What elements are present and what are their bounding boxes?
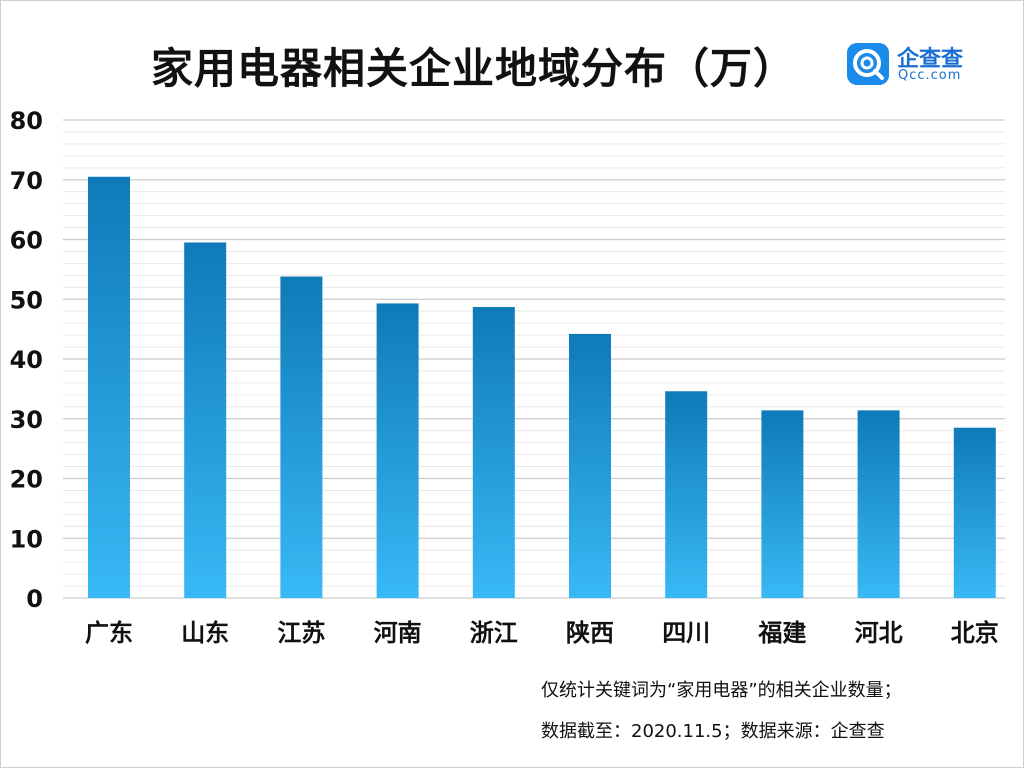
y-tick-label: 60 — [10, 227, 43, 255]
footnote-source: 数据截至：2020.11.5；数据来源：企查查 — [541, 721, 885, 742]
logo-domain: Qcc.com — [898, 68, 962, 83]
y-tick-label: 20 — [10, 466, 43, 494]
y-tick-label: 50 — [10, 286, 43, 314]
logo-name: 企查查 — [897, 47, 964, 72]
x-tick-label: 陕西 — [566, 619, 614, 647]
y-tick-label: 10 — [10, 525, 43, 553]
x-tick-label: 四川 — [662, 619, 710, 647]
y-tick-label: 30 — [10, 406, 43, 434]
bars — [88, 176, 996, 599]
qcc-logo: 企查查 Qcc.com — [847, 41, 987, 87]
y-tick-label: 70 — [10, 167, 43, 195]
x-tick-label: 河南 — [374, 619, 422, 647]
bar-4 — [376, 303, 419, 598]
x-tick-label: 江苏 — [277, 619, 325, 647]
x-tick-label: 福建 — [757, 619, 806, 647]
footnote-scope: 仅统计关键词为“家用电器”的相关企业数量； — [541, 680, 902, 701]
x-tick-label: 山东 — [181, 619, 229, 647]
bar-2 — [184, 242, 227, 599]
x-tick-label: 广东 — [85, 619, 133, 647]
chart-title: 家用电器相关企业地域分布（万） — [151, 44, 797, 93]
y-tick-labels: 0 10 20 30 40 50 60 70 80 — [10, 107, 43, 613]
bar-9 — [857, 410, 900, 598]
grid-lines — [63, 119, 1005, 599]
bar-3 — [280, 276, 323, 598]
x-tick-label: 河北 — [855, 619, 903, 647]
y-tick-label: 80 — [10, 107, 43, 135]
bar-5 — [472, 307, 515, 598]
x-tick-label: 北京 — [951, 619, 999, 647]
bar-7 — [665, 391, 708, 598]
bar-chart: 0 10 20 30 40 50 60 70 80 广东 山东 江苏 河南 浙江 陕西 四川 福建 河北 北京 — [10, 107, 1005, 647]
bar-1 — [88, 176, 130, 598]
qcc-logo-icon — [847, 43, 889, 85]
y-tick-label: 0 — [26, 585, 43, 613]
x-tick-label: 浙江 — [470, 619, 518, 647]
y-tick-label: 40 — [10, 346, 43, 374]
bar-6 — [569, 333, 611, 598]
bar-8 — [761, 410, 804, 598]
x-tick-labels: 广东 山东 江苏 河南 浙江 陕西 四川 福建 河北 北京 — [85, 619, 999, 647]
bar-10 — [953, 427, 996, 598]
